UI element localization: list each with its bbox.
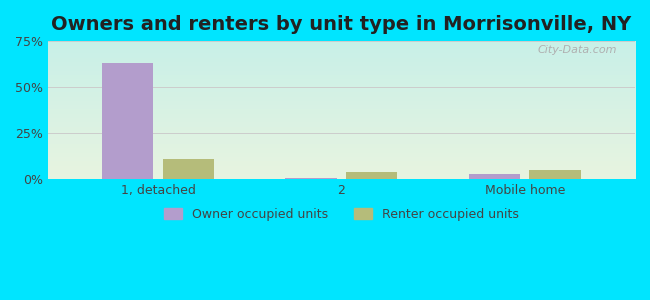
Bar — [469, 174, 520, 179]
Bar — [346, 172, 397, 179]
Bar — [285, 178, 337, 179]
Legend: Owner occupied units, Renter occupied units: Owner occupied units, Renter occupied un… — [159, 203, 524, 226]
Bar — [162, 159, 214, 179]
Bar — [530, 170, 581, 179]
Title: Owners and renters by unit type in Morrisonville, NY: Owners and renters by unit type in Morri… — [51, 15, 632, 34]
Text: City-Data.com: City-Data.com — [538, 45, 617, 55]
Bar — [102, 63, 153, 179]
